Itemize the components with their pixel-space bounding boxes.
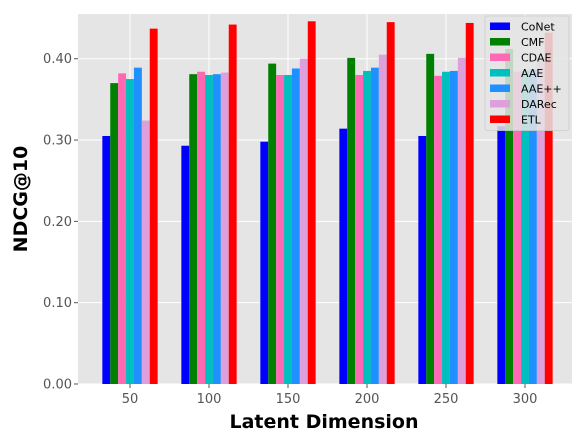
bar-conet-150 — [260, 141, 269, 384]
bar-etl-300 — [544, 32, 553, 384]
bar-conet-100 — [181, 145, 190, 384]
y-tick-label: 0.10 — [43, 296, 72, 311]
legend-label: AAE — [521, 67, 543, 80]
bar-conet-250 — [418, 135, 427, 384]
legend-swatch — [490, 38, 510, 46]
bar-etl-250 — [465, 22, 474, 384]
x-tick-label: 250 — [434, 392, 459, 407]
bars — [102, 21, 553, 385]
bar-etl-100 — [228, 24, 237, 384]
legend-swatch — [490, 84, 510, 92]
bar-cmf-100 — [189, 74, 198, 384]
bar-aaeplusplus-250 — [449, 70, 458, 384]
y-ticks: 0.00 0.10 0.20 0.30 0.40 — [43, 52, 78, 393]
y-axis-title: NDCG@10 — [10, 146, 32, 253]
bar-etl-150 — [307, 21, 316, 384]
bar-etl-50 — [149, 28, 158, 385]
x-tick-label: 150 — [276, 392, 301, 407]
legend-label: CMF — [521, 36, 545, 49]
legend-label: DARec — [521, 98, 557, 111]
x-tick-label: 50 — [122, 392, 139, 407]
y-tick-label: 0.30 — [43, 134, 72, 149]
bar-cmf-200 — [347, 57, 356, 385]
bar-aae-300 — [521, 70, 529, 384]
legend-label: CDAE — [521, 52, 551, 65]
bar-darec-100 — [220, 72, 229, 385]
bar-conet-300 — [497, 126, 506, 384]
legend-swatch — [490, 53, 510, 61]
x-ticks: 50 100 150 200 250 300 — [122, 384, 538, 407]
bar-cdae-150 — [276, 74, 285, 384]
bar-etl-200 — [386, 22, 395, 385]
bar-darec-250 — [457, 57, 466, 385]
legend-swatch — [490, 100, 510, 108]
x-axis-title: Latent Dimension — [229, 411, 418, 433]
bar-darec-150 — [299, 58, 308, 384]
bar-conet-200 — [339, 128, 348, 384]
bar-conet-50 — [102, 135, 111, 384]
bar-darec-50 — [141, 120, 150, 385]
bar-cmf-150 — [268, 63, 277, 384]
bar-darec-300 — [536, 58, 545, 384]
legend: CoNet CMF CDAE AAE AAE++ DARec ETL — [484, 15, 570, 131]
legend-label: AAE++ — [521, 83, 562, 96]
bar-aae-150 — [284, 74, 292, 384]
legend-swatch — [490, 22, 510, 30]
y-tick-label: 0.40 — [43, 52, 72, 67]
x-tick-label: 100 — [197, 392, 222, 407]
bar-aae-200 — [363, 70, 371, 384]
bar-aaeplusplus-300 — [528, 69, 537, 385]
bar-aaeplusplus-150 — [291, 68, 300, 384]
bar-cdae-50 — [118, 73, 127, 384]
bar-cdae-200 — [355, 74, 364, 384]
bar-darec-200 — [378, 54, 387, 385]
bar-aae-100 — [205, 74, 213, 384]
bar-cdae-100 — [197, 71, 206, 384]
y-tick-label: 0.00 — [43, 378, 72, 393]
bar-cdae-250 — [434, 75, 443, 385]
x-tick-label: 200 — [355, 392, 380, 407]
y-tick-label: 0.20 — [43, 215, 72, 230]
bar-cmf-250 — [426, 53, 435, 384]
bar-cdae-300 — [513, 71, 522, 384]
bar-aae-250 — [442, 71, 450, 384]
legend-label: CoNet — [521, 21, 555, 34]
legend-swatch — [490, 115, 510, 123]
bar-aaeplusplus-100 — [212, 74, 221, 384]
bar-aaeplusplus-50 — [133, 67, 142, 385]
bar-cmf-300 — [505, 48, 514, 384]
x-tick-label: 300 — [513, 392, 538, 407]
bar-cmf-50 — [110, 83, 119, 384]
legend-label: ETL — [521, 114, 542, 127]
bar-aae-50 — [126, 79, 134, 385]
legend-swatch — [490, 69, 510, 77]
bar-aaeplusplus-200 — [370, 67, 379, 385]
